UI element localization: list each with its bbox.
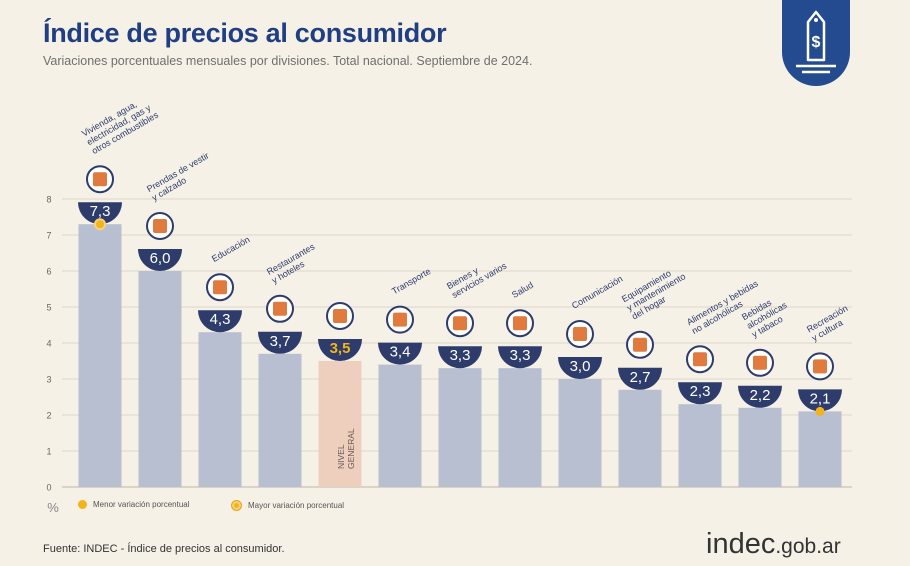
data-label: 3,7 xyxy=(270,333,291,350)
value-badge xyxy=(198,310,242,333)
category-label: Bienes yservicios varios xyxy=(445,252,509,300)
data-label: 6,0 xyxy=(150,250,171,267)
bus-icon xyxy=(386,305,414,334)
logo-main: indec xyxy=(706,528,776,560)
legend-max-dot xyxy=(231,500,242,511)
y-tick-label: 7 xyxy=(46,231,51,241)
price-tag-badge: $ xyxy=(782,0,850,86)
data-label: 2,3 xyxy=(690,383,711,400)
page-title: Índice de precios al consumidor xyxy=(43,18,447,48)
y-tick-label: 6 xyxy=(46,267,51,277)
value-badge xyxy=(378,342,422,365)
data-label: 3,3 xyxy=(510,347,531,364)
bar xyxy=(198,332,242,487)
category-label: NIVELGENERAL xyxy=(336,428,356,469)
category-label: Bebidasalcohólicasy tabaco xyxy=(740,291,794,339)
bottle-icon xyxy=(746,348,774,377)
category-label: Recreacióny cultura xyxy=(805,303,854,343)
bar xyxy=(618,389,662,487)
food-icon xyxy=(686,345,714,374)
bar xyxy=(378,364,422,487)
y-tick-label: 8 xyxy=(46,195,51,205)
legend-min: Menor variación porcentual xyxy=(78,500,190,509)
svg-text:$: $ xyxy=(812,34,821,51)
bar xyxy=(258,353,302,487)
house-tools-icon xyxy=(86,165,114,194)
category-label: Vivienda, agua,electricidad, gas yotros … xyxy=(80,92,160,156)
y-unit-label: % xyxy=(47,500,59,515)
page-subtitle: Variaciones porcentuales mensuales por d… xyxy=(43,54,533,68)
min-marker xyxy=(815,406,825,416)
books-icon xyxy=(206,273,234,302)
legend-min-dot xyxy=(78,500,87,509)
value-badge xyxy=(438,346,482,369)
bar xyxy=(558,379,602,487)
dish-icon xyxy=(266,294,294,323)
first-aid-icon xyxy=(506,309,534,338)
y-tick-label: 0 xyxy=(46,483,51,493)
data-label: 3,5 xyxy=(330,340,351,357)
shopping-basket-icon xyxy=(326,302,354,330)
value-badge xyxy=(678,382,722,405)
legend-min-label: Menor variación porcentual xyxy=(93,500,190,509)
data-label: 7,3 xyxy=(90,203,111,220)
y-tick-label: 3 xyxy=(46,375,51,385)
data-label: 3,3 xyxy=(450,347,471,364)
phone-icon xyxy=(566,320,594,348)
price-tag-icon: $ xyxy=(796,10,836,74)
category-label: Comunicación xyxy=(570,274,624,311)
indec-logo: indec.gob.ar xyxy=(706,528,841,561)
logo-tld: .gob.ar xyxy=(775,535,841,558)
value-badge xyxy=(498,346,542,369)
value-badge xyxy=(798,389,842,412)
source-note: Fuente: INDEC - Índice de precios al con… xyxy=(43,543,285,555)
value-badge xyxy=(78,202,122,225)
bar xyxy=(318,361,362,487)
category-label: Restaurantesy hoteles xyxy=(265,241,322,285)
bar xyxy=(738,407,782,487)
value-badge xyxy=(258,331,302,354)
legend-max: Mayor variación porcentual xyxy=(231,500,344,511)
y-tick-label: 5 xyxy=(46,303,51,313)
y-tick-label: 2 xyxy=(46,411,51,421)
legend-max-label: Mayor variación porcentual xyxy=(248,501,345,510)
category-label: Prendas de vestiry calzado xyxy=(145,150,216,202)
umbrella-icon xyxy=(806,352,834,381)
data-label: 2,7 xyxy=(630,369,651,386)
data-label: 2,2 xyxy=(750,387,771,404)
bar xyxy=(78,224,122,487)
comb-icon xyxy=(446,309,474,338)
bar xyxy=(678,404,722,487)
y-tick-label: 4 xyxy=(46,339,51,349)
value-badge xyxy=(738,385,782,408)
category-label: Salud xyxy=(510,280,535,300)
shirt-icon xyxy=(146,212,174,240)
value-badge xyxy=(618,367,662,390)
data-label: 2,1 xyxy=(810,390,831,407)
category-label: Educación xyxy=(210,234,251,264)
bar xyxy=(138,271,182,487)
y-tick-label: 1 xyxy=(46,447,51,457)
data-label: 4,3 xyxy=(210,311,231,328)
bar xyxy=(498,368,542,487)
stove-icon xyxy=(626,330,654,359)
value-badge xyxy=(318,339,362,361)
value-badge xyxy=(138,249,182,271)
max-marker xyxy=(94,218,106,231)
bar xyxy=(798,411,842,487)
value-badge xyxy=(558,357,602,379)
data-label: 3,4 xyxy=(390,344,411,361)
bar xyxy=(438,368,482,487)
data-label: 3,0 xyxy=(570,358,591,375)
